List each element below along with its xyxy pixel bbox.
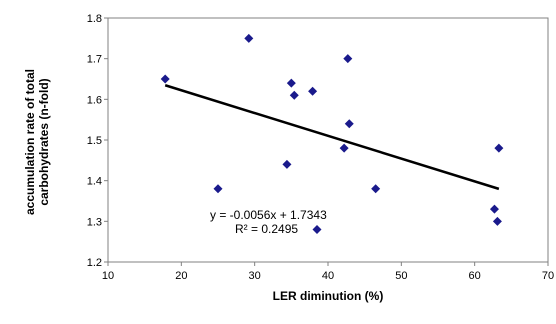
data-point-marker bbox=[343, 54, 353, 64]
y-axis-label-line2: carbohydrates (n-fold) bbox=[37, 78, 51, 205]
data-point-marker bbox=[371, 184, 381, 194]
data-point-marker bbox=[344, 119, 354, 129]
x-tick-label: 70 bbox=[542, 270, 554, 282]
x-axis-label: LER diminution (%) bbox=[273, 289, 384, 303]
trendline-r-squared: R² = 0.2495 bbox=[235, 222, 298, 236]
data-point-marker bbox=[494, 143, 504, 153]
y-tick-label: 1.7 bbox=[87, 54, 102, 66]
x-tick-label: 50 bbox=[395, 270, 407, 282]
x-tick-label: 60 bbox=[469, 270, 481, 282]
y-tick-label: 1.2 bbox=[87, 257, 102, 269]
data-point-marker bbox=[286, 78, 296, 88]
data-point-marker bbox=[289, 90, 299, 100]
data-point-marker bbox=[244, 33, 254, 43]
y-tick-label: 1.6 bbox=[87, 94, 102, 106]
y-tick-label: 1.8 bbox=[87, 13, 102, 25]
y-axis-ticks: 1.2 1.3 1.4 1.5 1.6 1.7 1.8 bbox=[87, 13, 108, 269]
data-point-marker bbox=[312, 224, 322, 234]
data-point-marker bbox=[213, 184, 223, 194]
data-point-marker bbox=[160, 74, 170, 84]
axes bbox=[107, 17, 549, 263]
x-axis-ticks: 10 20 30 40 50 60 70 bbox=[102, 262, 554, 282]
data-point-marker bbox=[492, 216, 502, 226]
data-point-marker bbox=[339, 143, 349, 153]
data-point-marker bbox=[282, 159, 292, 169]
y-axis-label-line1: accumulation rate of total bbox=[23, 69, 37, 215]
y-axis-label: accumulation rate of total carbohydrates… bbox=[23, 69, 51, 215]
x-tick-label: 10 bbox=[102, 270, 114, 282]
x-tick-label: 40 bbox=[322, 270, 334, 282]
x-tick-label: 20 bbox=[175, 270, 187, 282]
y-tick-label: 1.5 bbox=[87, 135, 102, 147]
y-tick-label: 1.4 bbox=[87, 176, 102, 188]
trendline bbox=[164, 84, 500, 191]
y-tick-label: 1.3 bbox=[87, 216, 102, 228]
x-tick-label: 30 bbox=[249, 270, 261, 282]
data-point-marker bbox=[489, 204, 499, 214]
plot-area-frame bbox=[107, 17, 549, 263]
data-points bbox=[160, 33, 504, 234]
trendline-equation: y = -0.0056x + 1.7343 bbox=[210, 208, 327, 222]
data-point-marker bbox=[308, 86, 318, 96]
